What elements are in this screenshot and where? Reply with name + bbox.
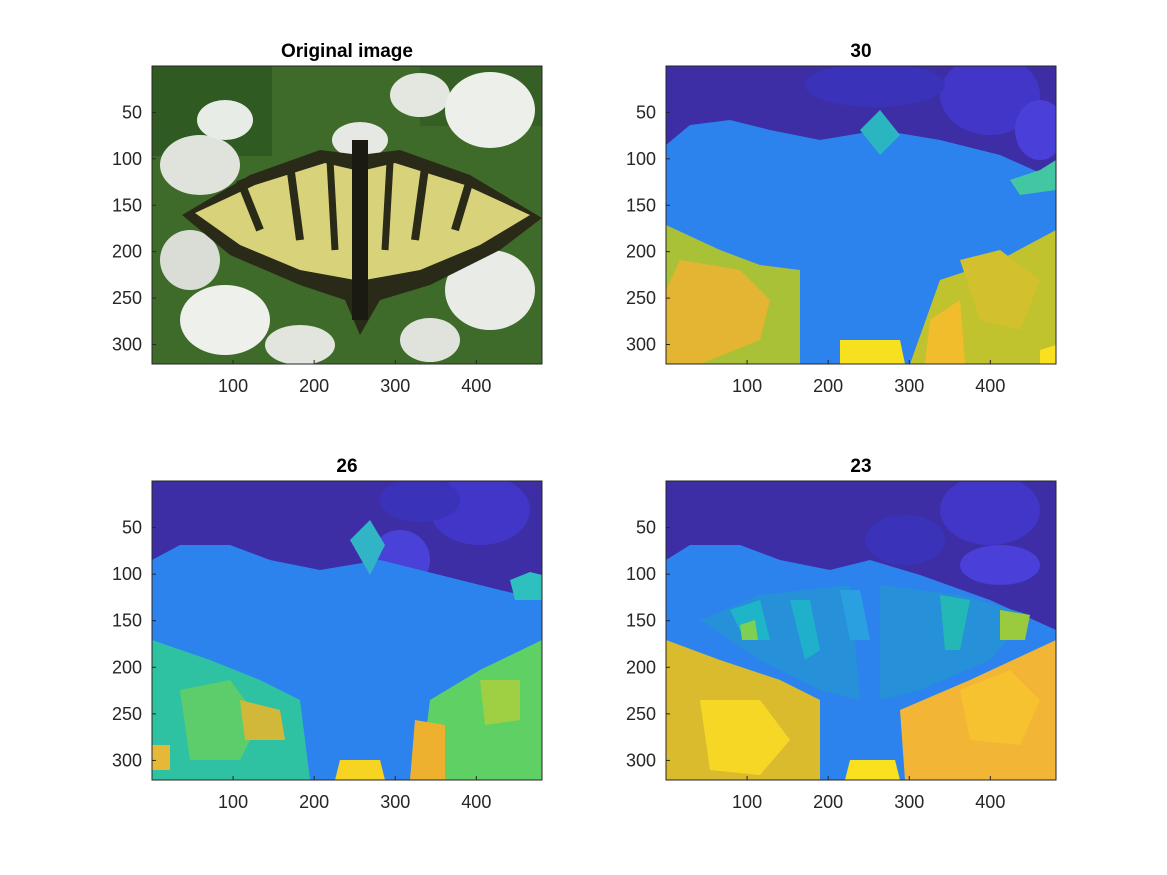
x-tick-label: 300 <box>894 376 924 396</box>
y-tick-label: 300 <box>112 335 142 355</box>
panel-title-30: 30 <box>850 41 871 62</box>
y-tick-label: 150 <box>112 195 142 215</box>
x-tick-label: 400 <box>461 792 491 812</box>
x-tick-label: 100 <box>732 376 762 396</box>
y-tick-label: 200 <box>112 657 142 677</box>
x-tick-label: 100 <box>218 792 248 812</box>
panel-original: Original image 100 20 <box>112 41 543 396</box>
y-tick-label: 100 <box>626 149 656 169</box>
y-tick-label: 250 <box>112 704 142 724</box>
panel-seg-30: 30 100 200 300 400 50 100 150 200 250 300 <box>626 41 1057 396</box>
x-tick-label: 200 <box>299 792 329 812</box>
x-tick-label: 100 <box>732 792 762 812</box>
y-tick-label: 300 <box>112 750 142 770</box>
x-tick-label: 200 <box>299 376 329 396</box>
y-tick-label: 50 <box>122 518 142 538</box>
x-tick-label: 400 <box>975 792 1005 812</box>
y-tick-label: 300 <box>626 750 656 770</box>
x-tick-label: 300 <box>894 792 924 812</box>
x-tick-label: 200 <box>813 792 843 812</box>
y-tick-label: 100 <box>626 564 656 584</box>
y-tick-label: 200 <box>112 242 142 262</box>
x-tick-label: 400 <box>461 376 491 396</box>
y-tick-label: 50 <box>122 102 142 122</box>
y-tick-label: 200 <box>626 242 656 262</box>
y-tick-label: 250 <box>112 288 142 308</box>
x-tick-label: 100 <box>218 376 248 396</box>
y-tick-label: 100 <box>112 564 142 584</box>
y-tick-label: 300 <box>626 335 656 355</box>
y-tick-label: 50 <box>636 518 656 538</box>
segmentation-23-image <box>666 481 1056 780</box>
x-tick-label: 300 <box>380 792 410 812</box>
y-tick-label: 100 <box>112 149 142 169</box>
y-tick-label: 150 <box>112 611 142 631</box>
y-tick-label: 200 <box>626 657 656 677</box>
panel-title-26: 26 <box>336 456 357 477</box>
panel-seg-23: 23 100 200 300 400 50 100 150 200 250 300 <box>626 456 1057 812</box>
panel-seg-26: 26 100 200 300 400 50 100 150 200 250 300 <box>112 456 543 812</box>
y-tick-label: 250 <box>626 288 656 308</box>
x-tick-label: 400 <box>975 376 1005 396</box>
segmentation-26-image <box>152 481 542 780</box>
x-tick-label: 200 <box>813 376 843 396</box>
panel-title-23: 23 <box>850 456 871 477</box>
y-tick-label: 250 <box>626 704 656 724</box>
x-tick-label: 300 <box>380 376 410 396</box>
panel-title-original: Original image <box>281 41 413 62</box>
y-tick-label: 150 <box>626 195 656 215</box>
y-tick-label: 50 <box>636 102 656 122</box>
y-tick-label: 150 <box>626 611 656 631</box>
segmentation-30-image <box>666 66 1056 364</box>
photo-image <box>152 66 542 364</box>
